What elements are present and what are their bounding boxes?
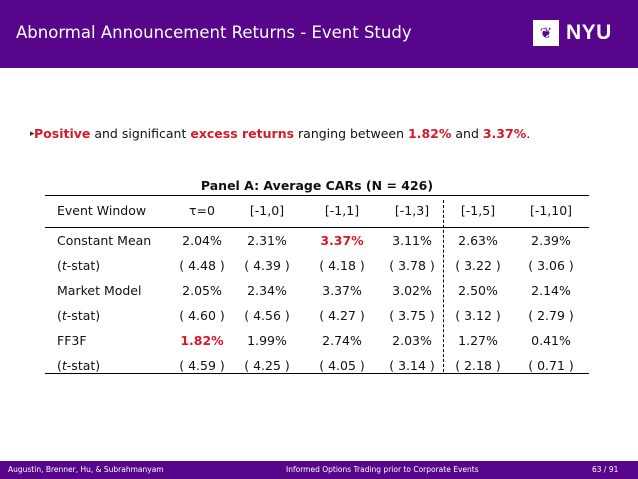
table-dashed-divider	[443, 200, 444, 372]
bullet-text-part: and significant	[90, 126, 191, 141]
table-cell: 2.74%	[322, 333, 362, 348]
table-cell: 3.02%	[392, 283, 432, 298]
table-cell: ( 3.78 )	[389, 258, 435, 273]
slide-title: Abnormal Announcement Returns - Event St…	[16, 23, 412, 42]
column-header: Event Window	[57, 203, 147, 218]
slide-header: Abnormal Announcement Returns - Event St…	[0, 0, 638, 68]
row-label-part: -stat)	[66, 308, 101, 323]
table-cell: ( 4.18 )	[319, 258, 365, 273]
table-cell: 2.34%	[247, 283, 287, 298]
table-cell: 1.82%	[180, 333, 224, 348]
row-label-part: -stat)	[66, 358, 101, 373]
column-header: [-1,10]	[529, 203, 573, 218]
column-header: [-1,0]	[249, 203, 285, 218]
table-cell: ( 4.27 )	[319, 308, 365, 323]
table-cell: ( 4.05 )	[319, 358, 365, 373]
emph-excess-returns: excess returns	[190, 126, 295, 141]
page-number: 63 / 91	[592, 465, 619, 474]
bullet-text-part: .	[526, 126, 531, 141]
row-label-part: t	[61, 258, 67, 273]
table-cell: 3.11%	[392, 233, 432, 248]
row-label-part: (	[57, 358, 62, 373]
bullet-text-part: ranging between	[294, 126, 409, 141]
row-label-part: (	[57, 308, 62, 323]
table-cell: 2.14%	[531, 283, 571, 298]
table-cell: 2.03%	[392, 333, 432, 348]
bullet-text-part: and	[451, 126, 483, 141]
table-cell: 1.99%	[247, 333, 287, 348]
table-cell: 2.05%	[182, 283, 222, 298]
table-cell: ( 3.75 )	[389, 308, 435, 323]
table-cell: 2.63%	[458, 233, 498, 248]
table-cell: ( 3.06 )	[528, 258, 574, 273]
bullet-arrow-icon: ▸	[30, 129, 35, 139]
table-rule-mid	[45, 227, 589, 228]
row-label: (t-stat)	[57, 308, 100, 323]
footer-talk-title: Informed Options Trading prior to Corpor…	[286, 465, 479, 474]
emph-high-value: 3.37%	[482, 126, 527, 141]
footer-authors: Augustin, Brenner, Hu, & Subrahmanyam	[8, 465, 164, 474]
row-label: FF3F	[57, 333, 87, 348]
table-caption: Panel A: Average CARs (N = 426)	[200, 178, 434, 193]
table-cell: ( 3.14 )	[389, 358, 435, 373]
table-cell: ( 3.22 )	[455, 258, 501, 273]
column-header: [-1,1]	[324, 203, 360, 218]
slide-footer: Augustin, Brenner, Hu, & Subrahmanyam In…	[0, 461, 638, 479]
table-cell: ( 4.25 )	[244, 358, 290, 373]
nyu-logo: ❦ NYU	[533, 20, 612, 46]
table-cell: ( 4.59 )	[179, 358, 225, 373]
table-cell: ( 0.71 )	[528, 358, 574, 373]
row-label: (t-stat)	[57, 258, 100, 273]
row-label-part: (	[57, 258, 62, 273]
row-label: Market Model	[57, 283, 142, 298]
column-header: [-1,3]	[394, 203, 430, 218]
table-cell: 3.37%	[322, 283, 362, 298]
row-label-part: t	[61, 308, 67, 323]
table-cell: 3.37%	[320, 233, 364, 248]
row-label: (t-stat)	[57, 358, 100, 373]
table-rule-top	[45, 195, 589, 197]
table-cell: ( 2.18 )	[455, 358, 501, 373]
torch-icon: ❦	[533, 20, 559, 46]
table-cell: ( 4.39 )	[244, 258, 290, 273]
emph-low-value: 1.82%	[408, 126, 452, 141]
table-cell: ( 2.79 )	[528, 308, 574, 323]
table-cell: 2.50%	[458, 283, 498, 298]
column-header: [-1,5]	[460, 203, 496, 218]
emph-positive: Positive	[34, 126, 91, 141]
row-label-part: -stat)	[66, 258, 101, 273]
table-cell: 0.41%	[531, 333, 571, 348]
table-rule-bottom	[45, 373, 589, 375]
table-cell: 2.39%	[531, 233, 571, 248]
logo-text: NYU	[566, 21, 612, 44]
column-header: τ=0	[189, 203, 215, 218]
bullet-text: Positive and significant excess returns …	[34, 126, 530, 141]
row-label: Constant Mean	[57, 233, 152, 248]
table-cell: 2.31%	[247, 233, 287, 248]
table-cell: ( 4.56 )	[244, 308, 290, 323]
table-cell: 1.27%	[458, 333, 498, 348]
table-cell: 2.04%	[182, 233, 222, 248]
table-cell: ( 3.12 )	[455, 308, 501, 323]
table-cell: ( 4.48 )	[179, 258, 225, 273]
row-label-part: t	[61, 358, 67, 373]
table-cell: ( 4.60 )	[179, 308, 225, 323]
